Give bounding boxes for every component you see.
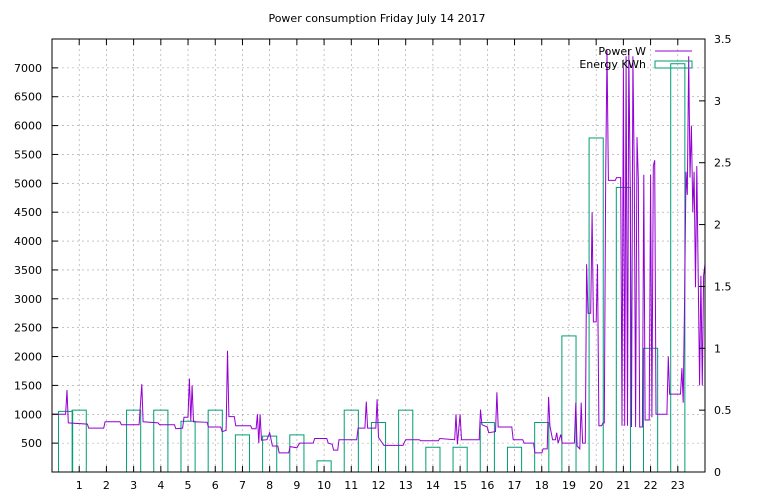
legend-swatch-energy	[654, 60, 693, 69]
x-tick-label: 8	[266, 479, 273, 492]
y-tick-label: 7000	[14, 62, 42, 75]
x-tick-label: 11	[344, 479, 358, 492]
power-series-line	[52, 50, 706, 454]
x-tick-label: 12	[372, 479, 386, 492]
y2-tick-label: 1	[714, 342, 721, 355]
y-tick-label: 3500	[14, 264, 42, 277]
x-tick-label: 4	[157, 479, 164, 492]
y2-tick-label: 2.5	[714, 157, 732, 170]
x-tick-label: 13	[399, 479, 413, 492]
y-tick-label: 1000	[14, 408, 42, 421]
y-tick-label: 2000	[14, 351, 42, 364]
legend: Power W Energy KWh	[579, 45, 693, 71]
x-tick-label: 15	[453, 479, 467, 492]
x-tick-label: 2	[103, 479, 110, 492]
y-tick-label: 2500	[14, 322, 42, 335]
energy-bar	[58, 410, 74, 473]
y-tick-label: 3000	[14, 293, 42, 306]
y2-tick-label: 3.5	[714, 33, 732, 46]
legend-label-energy: Energy KWh	[579, 58, 646, 71]
y2-tick-label: 0	[714, 466, 721, 479]
y2-tick-label: 3	[714, 95, 721, 108]
y-tick-label: 6000	[14, 120, 42, 133]
x-tick-label: 21	[616, 479, 630, 492]
x-tick-label: 5	[185, 479, 192, 492]
y2-tick-label: 2	[714, 219, 721, 232]
y-tick-label: 6500	[14, 91, 42, 104]
y-tick-label: 4000	[14, 235, 42, 248]
grid	[52, 39, 705, 472]
x-tick-label: 3	[130, 479, 137, 492]
x-tick-label: 14	[426, 479, 440, 492]
x-tick-label: 6	[212, 479, 219, 492]
x-tick-label: 17	[508, 479, 522, 492]
y-tick-label: 4500	[14, 206, 42, 219]
y-tick-label: 1500	[14, 379, 42, 392]
x-tick-label: 19	[562, 479, 576, 492]
legend-label-power: Power W	[598, 45, 646, 58]
y-tick-label: 500	[21, 437, 42, 450]
y2-tick-label: 1.5	[714, 280, 732, 293]
x-tick-label: 9	[293, 479, 300, 492]
x-tick-label: 1	[76, 479, 83, 492]
y-tick-label: 5500	[14, 148, 42, 161]
x-tick-label: 18	[535, 479, 549, 492]
x-tick-label: 10	[317, 479, 331, 492]
x-tick-label: 22	[644, 479, 658, 492]
power-line	[52, 50, 706, 454]
y2-tick-label: 0.5	[714, 404, 732, 417]
chart-title: Power consumption Friday July 14 2017	[268, 12, 485, 25]
axis-ticks: 1 2 3 4 5 6 7 8 9 10 11 12 13 14 15 16 17 18 19 20 21 22 23500…	[14, 33, 732, 492]
x-tick-label: 23	[671, 479, 685, 492]
x-tick-label: 16	[480, 479, 494, 492]
x-tick-label: 7	[239, 479, 246, 492]
y-tick-label: 5000	[14, 177, 42, 190]
x-tick-label: 20	[589, 479, 603, 492]
